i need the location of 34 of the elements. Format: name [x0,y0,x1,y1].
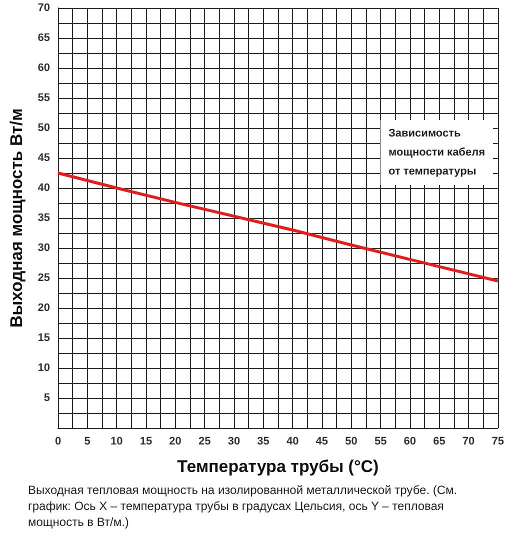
y-tick-label: 5 [44,392,50,404]
y-tick-label: 20 [38,302,50,314]
x-tick-label: 45 [316,436,328,448]
x-tick-label: 0 [54,436,62,448]
annotation: Зависимость мощности кабеля от температуры [388,128,486,178]
y-tick-label: 30 [38,242,50,254]
y-tick-label: 15 [38,332,50,344]
x-tick-label: 30 [228,436,240,448]
y-tick-label: 55 [38,92,50,104]
x-tick-label: 65 [433,436,446,448]
y-tick-label: 40 [38,182,50,194]
y-tick-label: 10 [38,362,50,374]
y-axis-title: Выходная мощность Вт/м [7,108,26,328]
y-tick-label: 25 [38,272,50,284]
x-tick-label: 10 [110,436,123,448]
y-tick-label: 50 [38,122,50,134]
y-tick-label: 65 [38,32,50,44]
x-tick-label: 5 [84,436,90,448]
x-tick-label: 70 [462,436,475,448]
x-tick-label: 55 [374,436,387,448]
y-tick-label: 70 [38,2,50,14]
x-tick-label: 20 [169,436,182,448]
y-tick-label: 45 [38,152,50,164]
x-tick-label: 75 [492,436,504,448]
text: Выходная тепловая мощность на изолированной металлической трубе. (См. график: Ось X – температура трубы в градусах Цельсия, ось Y – тепловая мощность в Вт/м.) [28,482,458,530]
x-tick-label: 25 [198,436,211,448]
x-tick-label: 15 [140,436,152,448]
x-tick-label: 40 [286,436,299,448]
x-tick-label: 60 [404,436,416,448]
y-tick-label: 60 [38,62,50,74]
x-tick-label: 50 [345,436,358,448]
x-tick-label: 35 [257,436,270,448]
x-axis-title: Температура трубы (°C) [177,457,379,476]
y-tick-label: 35 [38,212,50,224]
